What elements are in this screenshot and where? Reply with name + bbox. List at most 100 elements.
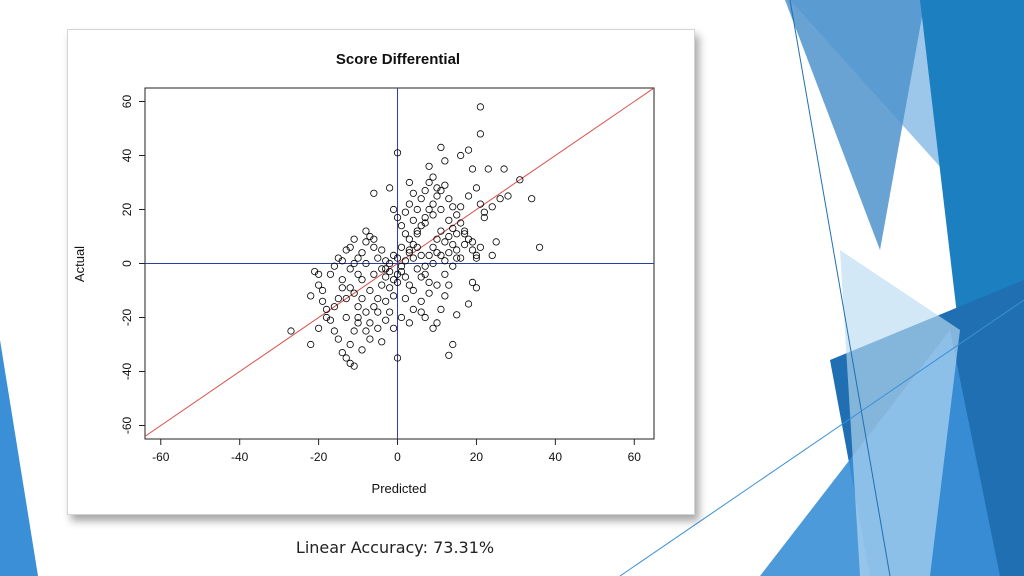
data-point xyxy=(476,103,484,111)
data-point xyxy=(307,292,315,300)
data-point xyxy=(421,313,429,322)
data-point xyxy=(397,262,406,270)
data-point xyxy=(461,227,469,235)
data-point xyxy=(417,273,425,281)
data-point xyxy=(393,254,402,262)
data-point xyxy=(425,278,433,286)
deco-shape-teal xyxy=(920,0,1024,340)
data-point xyxy=(453,254,461,262)
data-point xyxy=(492,238,500,246)
data-point xyxy=(429,211,437,219)
data-point xyxy=(480,208,488,216)
data-point xyxy=(386,308,394,316)
data-points xyxy=(287,103,544,370)
x-tick-label: -20 xyxy=(310,450,328,464)
data-point xyxy=(449,224,457,232)
x-tick-label: 20 xyxy=(470,450,484,464)
data-point xyxy=(350,362,358,370)
x-tick-label: 40 xyxy=(549,450,563,464)
data-point xyxy=(405,200,413,208)
data-point xyxy=(464,300,473,308)
deco-shape-mid xyxy=(785,0,925,250)
data-point xyxy=(433,281,441,289)
data-point xyxy=(374,294,382,303)
data-point xyxy=(338,257,346,265)
data-point xyxy=(382,297,390,305)
data-point xyxy=(429,200,437,208)
data-point xyxy=(401,257,410,265)
data-point xyxy=(330,262,338,270)
data-point xyxy=(342,313,350,322)
data-point xyxy=(330,327,338,335)
data-point xyxy=(362,227,370,235)
x-axis: -60 -40 -20 0 20 40 60 xyxy=(152,439,641,464)
data-point xyxy=(417,195,425,203)
data-point xyxy=(370,235,378,243)
data-point xyxy=(468,278,477,286)
data-point xyxy=(393,214,402,222)
data-point xyxy=(401,230,410,238)
data-point xyxy=(453,311,461,319)
data-point xyxy=(338,284,346,292)
data-point xyxy=(457,151,465,160)
y-tick-label: -60 xyxy=(120,417,134,435)
data-point xyxy=(338,348,346,357)
data-point xyxy=(382,265,390,273)
data-point xyxy=(374,324,382,332)
chart-image-frame: Score Differential -60 -40 -20 0 20 40 60 -60-… xyxy=(67,29,695,515)
data-point xyxy=(318,297,327,305)
data-point xyxy=(374,308,382,316)
data-point xyxy=(397,222,406,230)
data-point xyxy=(382,257,390,265)
data-point xyxy=(413,205,421,214)
data-point xyxy=(500,165,508,173)
data-point xyxy=(405,319,413,327)
data-point xyxy=(417,222,425,230)
data-point xyxy=(457,254,465,262)
data-point xyxy=(287,327,295,335)
data-point xyxy=(354,270,362,278)
data-point xyxy=(397,268,406,276)
data-point xyxy=(417,297,425,305)
data-point xyxy=(472,251,481,259)
data-point xyxy=(429,173,437,181)
data-point xyxy=(362,308,370,316)
data-point xyxy=(382,273,390,281)
data-point xyxy=(311,268,319,276)
scatter-chart: Score Differential -60 -40 -20 0 20 40 60 -60-… xyxy=(72,51,655,496)
data-point xyxy=(433,235,441,243)
data-point xyxy=(318,286,327,295)
data-point xyxy=(433,249,441,257)
data-point xyxy=(476,243,484,251)
data-point xyxy=(488,251,496,259)
data-point xyxy=(437,305,445,313)
data-point xyxy=(334,335,342,343)
data-point xyxy=(334,254,342,262)
data-point xyxy=(433,184,441,192)
data-point xyxy=(362,327,370,335)
data-point xyxy=(354,319,362,327)
data-point xyxy=(449,203,457,211)
data-point xyxy=(366,232,374,241)
accuracy-caption: Linear Accuracy: 73.31% xyxy=(295,538,495,557)
data-point xyxy=(409,286,417,295)
data-point xyxy=(370,303,378,311)
data-point xyxy=(409,305,417,313)
data-point xyxy=(346,340,354,349)
data-point xyxy=(366,286,374,295)
data-point xyxy=(437,187,445,195)
data-point xyxy=(464,192,473,200)
data-point xyxy=(409,254,417,262)
data-point xyxy=(358,346,366,354)
data-point xyxy=(405,178,413,187)
data-point xyxy=(421,214,429,222)
data-point xyxy=(453,246,461,254)
data-point xyxy=(453,230,461,238)
data-point xyxy=(413,227,421,235)
data-point xyxy=(516,176,524,184)
data-point xyxy=(315,324,323,332)
chart-title: Score Differential xyxy=(336,51,460,68)
data-point xyxy=(449,262,457,270)
data-point xyxy=(307,340,315,349)
data-point xyxy=(362,238,370,246)
